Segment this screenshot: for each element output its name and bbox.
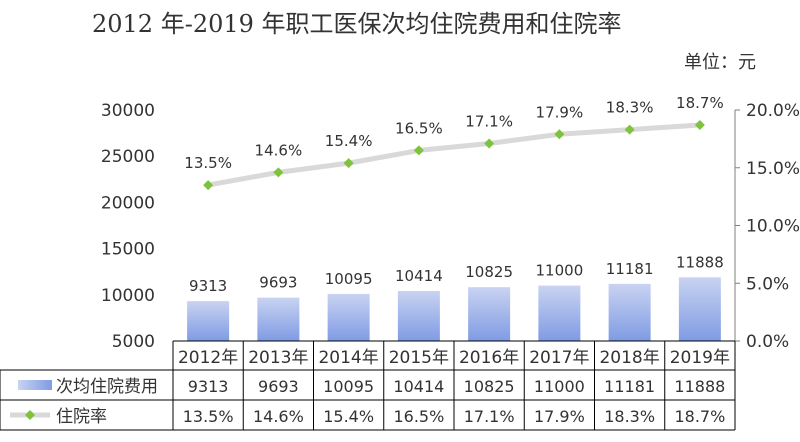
y2-axis-tick-label: 10.0%: [746, 217, 800, 237]
y-axis-tick-label: 20000: [101, 193, 155, 213]
bar-0: [187, 301, 230, 341]
rate-value-label: 18.3%: [606, 99, 654, 117]
bar-4: [468, 287, 511, 341]
rate-value-label: 16.5%: [395, 119, 443, 137]
legend-bar-label: 次均住院费用: [56, 377, 158, 397]
category-label: 2015年: [389, 348, 449, 368]
rate-value-label: 13.5%: [184, 154, 232, 172]
y-axis-tick-label: 5000: [112, 332, 155, 352]
rate-marker-2: [343, 158, 354, 169]
bar-value-label: 11181: [606, 260, 654, 278]
legend-bar-swatch: [18, 380, 52, 390]
y2-axis-tick-label: 5.0%: [746, 274, 789, 294]
chart-title: 2012 年-2019 年职工医保次均住院费用和住院率: [92, 10, 622, 38]
line-series-group: 13.5% 14.6% 15.4% 16.5% 17.1% 17.9% 18.3% 18.7%: [184, 94, 724, 191]
table-cell-rate: 14.6%: [253, 407, 304, 426]
category-label: 2013年: [248, 348, 308, 368]
bar-5: [538, 285, 581, 341]
table-cell-rate: 16.5%: [393, 407, 444, 426]
table-cell-cost: 10825: [464, 377, 515, 396]
bar-value-label: 10825: [465, 263, 513, 281]
rate-marker-3: [413, 145, 424, 156]
bar-value-label: 10414: [395, 267, 443, 285]
y-axis-tick-label: 10000: [101, 286, 155, 306]
bar-value-label: 9313: [189, 277, 227, 295]
rate-value-label: 18.7%: [676, 94, 724, 112]
category-label: 2018年: [599, 348, 659, 368]
table-cell-rate: 13.5%: [183, 407, 234, 426]
bar-3: [397, 290, 440, 341]
category-label: 2019年: [670, 348, 730, 368]
bar-1: [257, 297, 300, 341]
table-cell-rate: 18.3%: [604, 407, 655, 426]
rate-marker-4: [484, 138, 495, 149]
bar-series-group: 9313 9693 10095 10414 10825 11000 11181 11888: [187, 253, 724, 341]
legend-line-label: 住院率: [56, 407, 107, 427]
legend-line-marker: [25, 410, 35, 420]
bar-7: [678, 277, 721, 341]
table-cell-cost: 11000: [534, 377, 585, 396]
category-label: 2012年: [178, 348, 238, 368]
bar-6: [608, 283, 651, 341]
table-cell-rate: 15.4%: [323, 407, 374, 426]
rate-marker-5: [554, 129, 565, 140]
bar-value-label: 10095: [325, 270, 373, 288]
y2-axis-tick-label: 15.0%: [746, 159, 800, 179]
category-label: 2014年: [318, 348, 378, 368]
y2-axis-tick-label: 0.0%: [746, 332, 789, 352]
rate-marker-6: [624, 124, 635, 135]
bar-value-label: 11888: [676, 253, 724, 271]
rate-value-label: 17.9%: [536, 103, 584, 121]
table-cell-cost: 10095: [323, 377, 374, 396]
rate-marker-7: [694, 120, 705, 131]
bar-2: [327, 293, 370, 341]
y-axis-tick-label: 15000: [101, 240, 155, 260]
category-label: 2017年: [529, 348, 589, 368]
rate-value-label: 14.6%: [255, 141, 303, 159]
unit-label: 单位：元: [684, 52, 756, 73]
y2-axis-tick-label: 20.0%: [746, 101, 800, 121]
y-axis-tick-label: 30000: [101, 101, 155, 121]
data-table-group: 2012年 2013年 2014年 2015年 2016年 2017年 2018年 2019年…: [0, 340, 736, 431]
table-cell-rate: 17.9%: [534, 407, 585, 426]
rate-line: [205, 122, 703, 188]
table-cell-cost: 11888: [674, 377, 725, 396]
bar-value-label: 11000: [536, 262, 584, 280]
rate-marker-0: [203, 180, 214, 191]
category-label: 2016年: [459, 348, 519, 368]
table-cell-cost: 9693: [258, 377, 299, 396]
axes-group: 5000 10000 15000 20000 25000 30000 0.0% 5.0% 10.…: [101, 101, 800, 352]
table-cell-cost: 11181: [604, 377, 655, 396]
table-cell-rate: 18.7%: [674, 407, 725, 426]
bar-value-label: 9693: [259, 274, 297, 292]
rate-marker-1: [273, 167, 284, 178]
rate-value-label: 17.1%: [465, 112, 513, 130]
table-cell-cost: 9313: [188, 377, 229, 396]
table-cell-cost: 10414: [393, 377, 444, 396]
rate-value-label: 15.4%: [325, 132, 373, 150]
table-cell-rate: 17.1%: [464, 407, 515, 426]
y-axis-tick-label: 25000: [101, 147, 155, 167]
